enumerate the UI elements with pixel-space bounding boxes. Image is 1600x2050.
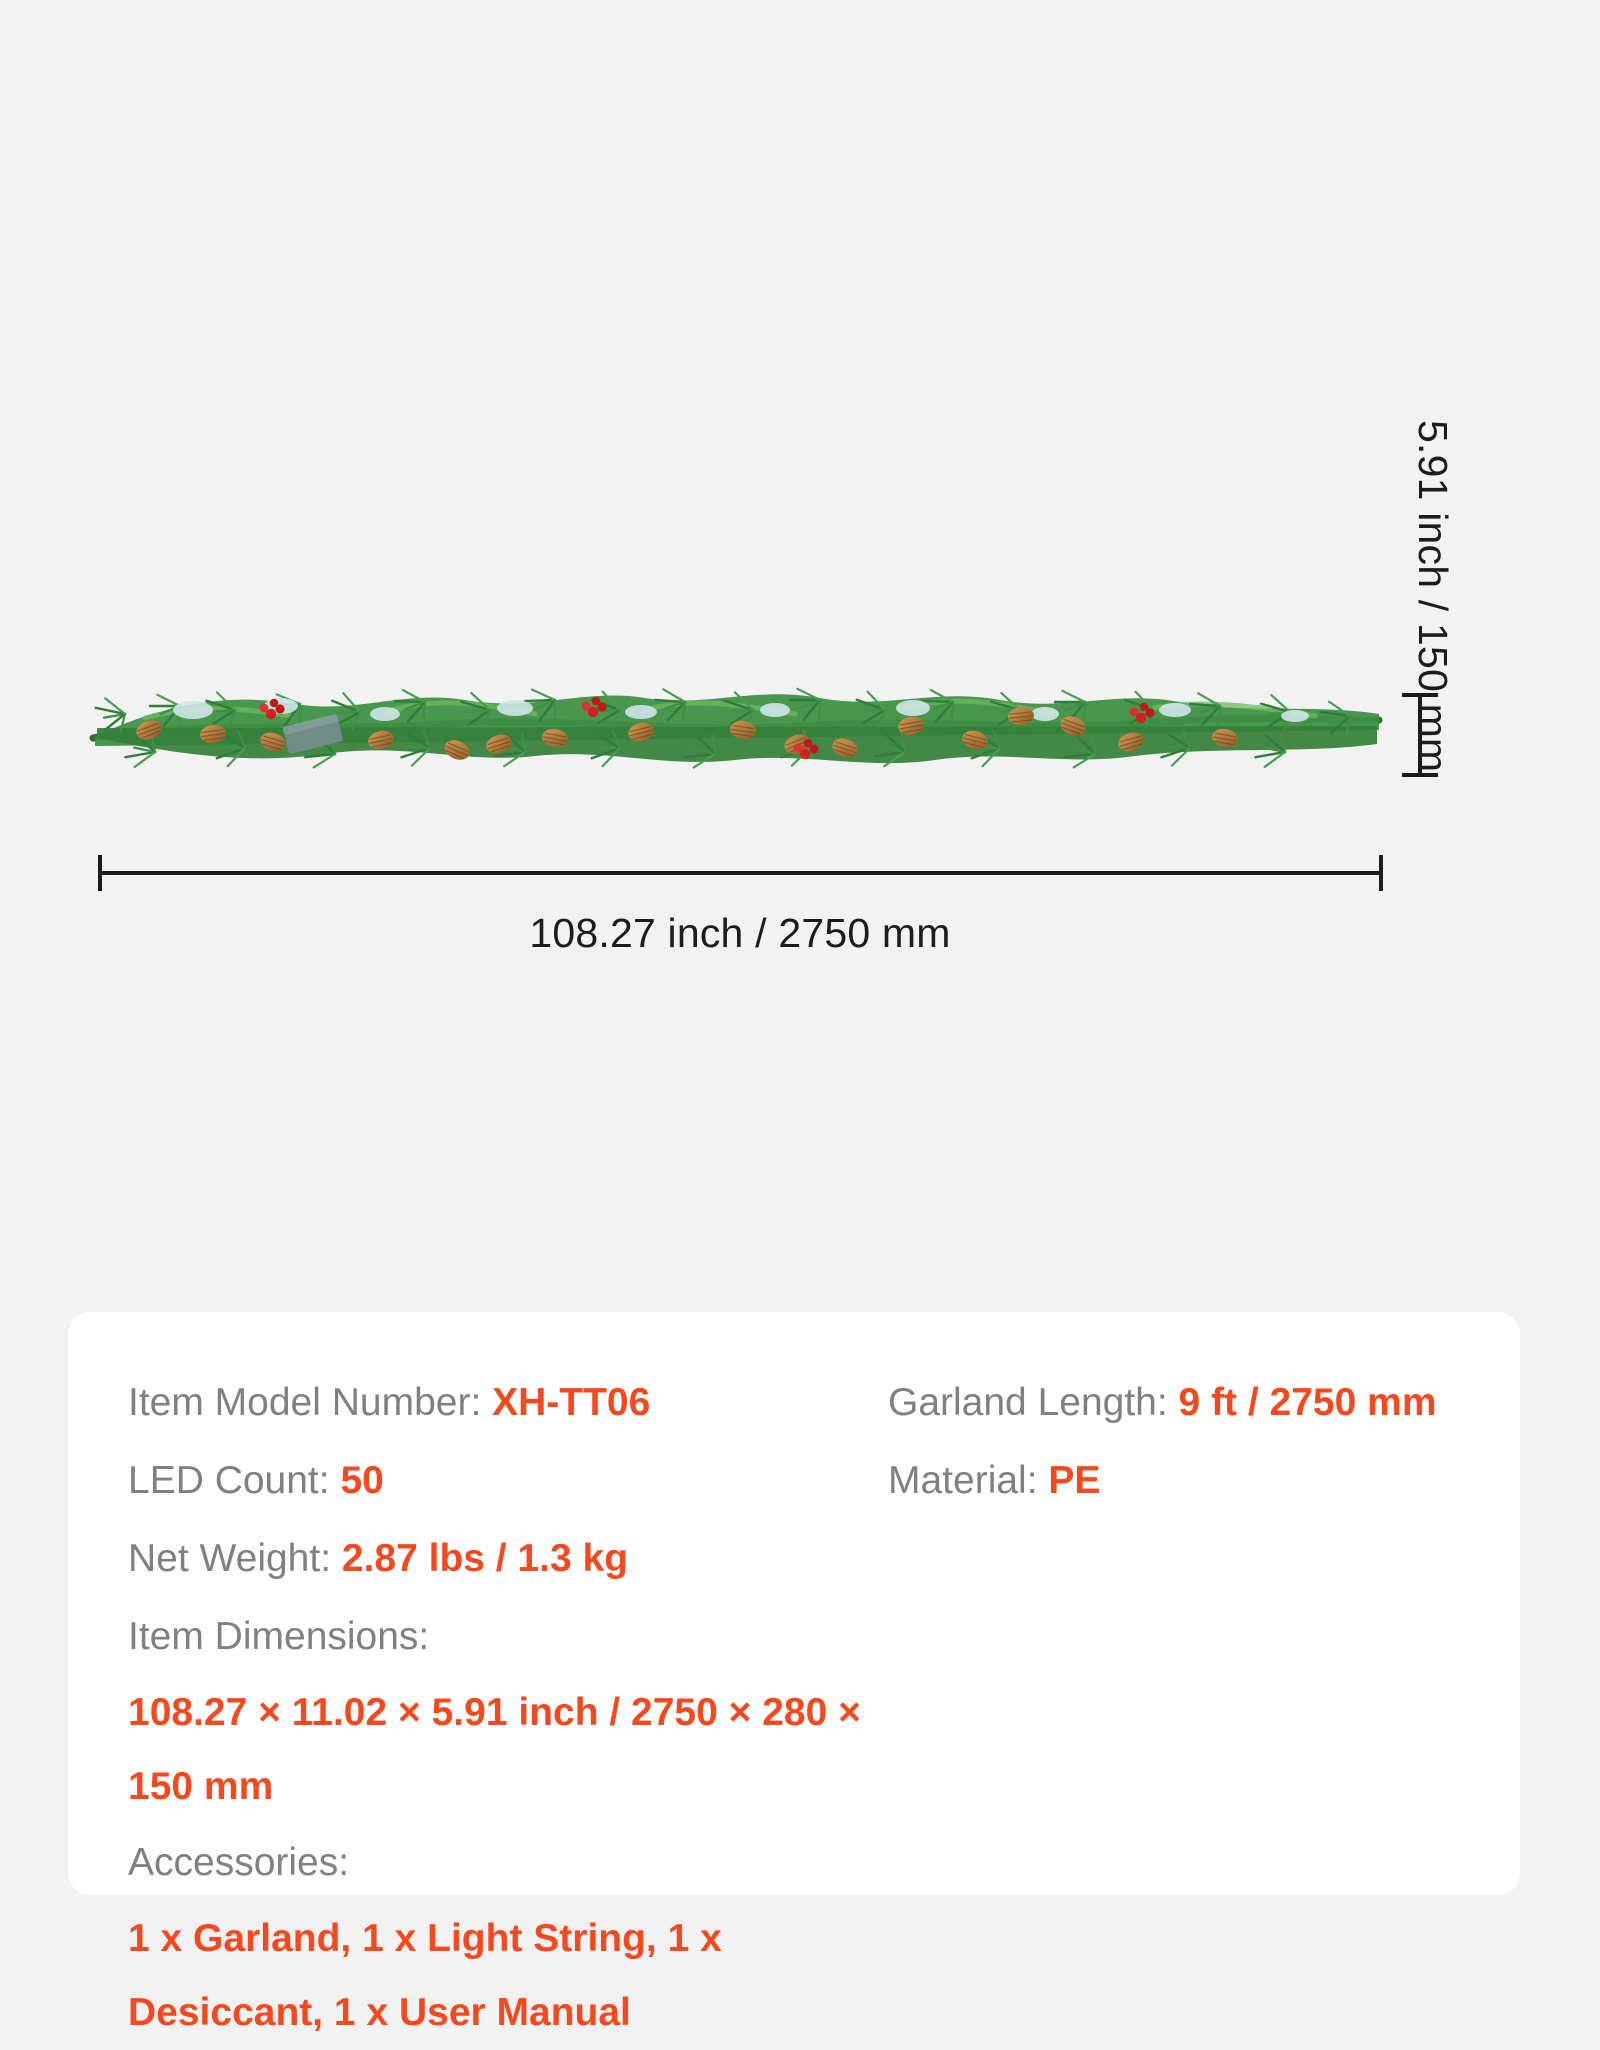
spec-label-item-dimensions: Item Dimensions: (128, 1615, 430, 1658)
spec-left-column: Item Model Number: XH-TT06 LED Count: 50… (128, 1364, 888, 2050)
spec-label-led-count: LED Count: (128, 1459, 341, 1502)
spec-row-model: Item Model Number: XH-TT06 (128, 1364, 888, 1442)
spec-value-model: XH-TT06 (492, 1381, 651, 1424)
spec-value-material: PE (1048, 1459, 1101, 1502)
spec-value-garland-length: 9 ft / 2750 mm (1178, 1381, 1437, 1424)
spec-label-garland-length: Garland Length: (888, 1381, 1179, 1424)
garland-product-image (85, 660, 1385, 790)
spec-row-net-weight: Net Weight: 2.87 lbs / 1.3 kg (128, 1520, 888, 1598)
spec-label-net-weight: Net Weight: (128, 1537, 342, 1580)
product-illustration-area: 108.27 inch / 2750 mm 5.91 inch / 150 mm (85, 420, 1456, 956)
length-bar (98, 871, 1383, 875)
length-dimension-line (98, 855, 1383, 891)
height-bar (1418, 693, 1422, 777)
spec-value-net-weight: 2.87 lbs / 1.3 kg (341, 1537, 629, 1580)
specification-card: Item Model Number: XH-TT06 LED Count: 50… (68, 1312, 1520, 2034)
garland-illustration (89, 680, 1383, 775)
length-dimension-label: 108.27 inch / 2750 mm (529, 910, 951, 956)
length-cap-right (1379, 855, 1383, 891)
spec-label-model: Item Model Number: (128, 1381, 493, 1424)
spec-row-item-dimensions: Item Dimensions: 108.27 × 11.02 × 5.91 i… (128, 1598, 888, 1824)
spec-right-column: Garland Length: 9 ft / 2750 mm Material:… (888, 1364, 1508, 1520)
height-dimension-label: 5.91 inch / 150 mm (1410, 420, 1456, 773)
height-cap-bottom (1402, 773, 1438, 777)
height-dimension-line (1402, 693, 1438, 777)
spec-value-accessories: 1 x Garland, 1 x Light String, 1 x Desic… (128, 1917, 722, 2034)
spec-label-accessories: Accessories: (128, 1841, 350, 1884)
spec-row-garland-length: Garland Length: 9 ft / 2750 mm (888, 1364, 1508, 1442)
spec-row-material: Material: PE (888, 1442, 1508, 1520)
spec-value-led-count: 50 (340, 1459, 384, 1502)
spec-label-material: Material: (888, 1459, 1049, 1502)
spec-row-led-count: LED Count: 50 (128, 1442, 888, 1520)
spec-value-item-dimensions: 108.27 × 11.02 × 5.91 inch / 2750 × 280 … (128, 1691, 861, 1808)
product-tag (283, 714, 343, 754)
spec-row-accessories: Accessories: 1 x Garland, 1 x Light Stri… (128, 1824, 888, 2050)
